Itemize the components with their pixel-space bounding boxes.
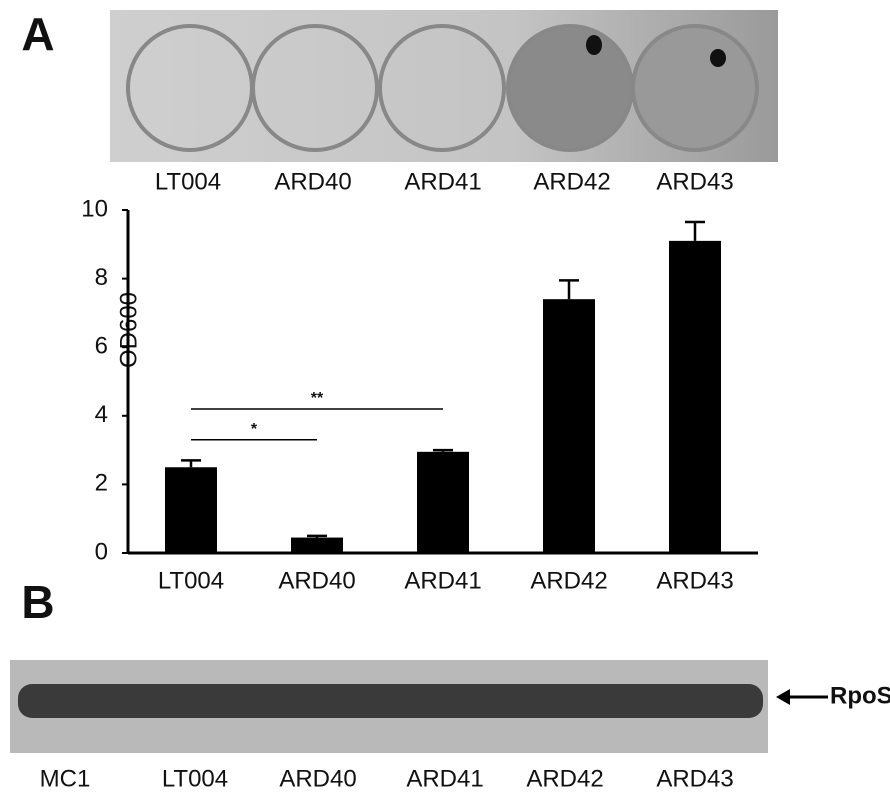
well-label: LT004: [155, 168, 221, 195]
panel-label: B: [21, 576, 54, 628]
bar: [165, 467, 217, 553]
well-label: ARD43: [656, 168, 733, 195]
y-tick-label: 2: [95, 470, 108, 497]
panel-label: A: [21, 8, 54, 60]
y-tick-label: 0: [95, 538, 108, 565]
error-bar: [685, 220, 705, 241]
lane-label: ARD40: [279, 765, 356, 792]
y-tick-label: 8: [95, 264, 108, 291]
x-tick-label: ARD41: [404, 567, 481, 594]
y-tick-label: 10: [81, 195, 108, 222]
lane-label: ARD43: [656, 765, 733, 792]
error-bar: [307, 534, 327, 538]
error-bar: [559, 279, 579, 300]
biofilm-spot: [710, 49, 726, 67]
well-label: ARD41: [404, 168, 481, 195]
x-tick-label: ARD40: [278, 567, 355, 594]
significance-label: *: [251, 421, 258, 438]
lane-label: LT004: [162, 765, 228, 792]
y-tick-label: 6: [95, 333, 108, 360]
error-bar: [433, 448, 453, 452]
bar: [417, 451, 469, 553]
bar: [543, 299, 595, 553]
y-tick-label: 4: [95, 401, 108, 428]
error-bar: [181, 459, 201, 468]
bar: [669, 240, 721, 553]
arrow-head: [776, 689, 790, 705]
blot-band: [18, 684, 763, 718]
well-label: ARD40: [274, 168, 351, 195]
lane-label: ARD42: [526, 765, 603, 792]
x-tick-label: LT004: [158, 567, 224, 594]
band-label: RpoS: [830, 682, 890, 709]
significance-label: **: [311, 390, 324, 407]
biofilm-spot: [586, 35, 602, 55]
x-tick-label: ARD42: [530, 567, 607, 594]
lane-label: ARD41: [406, 765, 483, 792]
x-tick-label: ARD43: [656, 567, 733, 594]
well-label: ARD42: [533, 168, 610, 195]
wells: [126, 24, 759, 152]
bar: [291, 537, 343, 553]
lane-label: MC1: [40, 765, 91, 792]
